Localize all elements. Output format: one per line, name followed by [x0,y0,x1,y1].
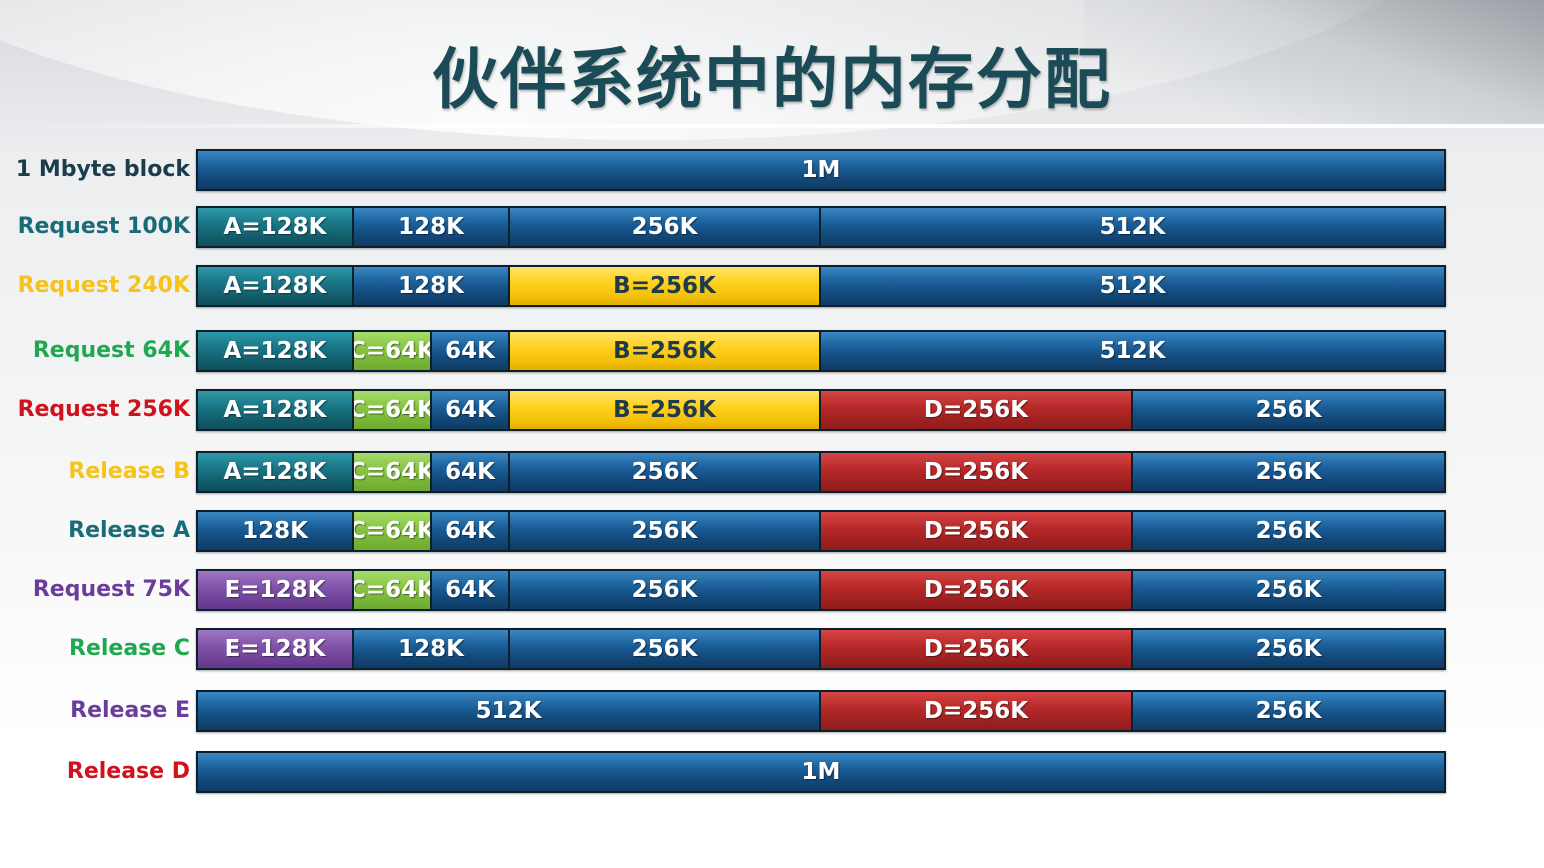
memory-block: 64K [432,512,510,550]
memory-block: D=256K [821,571,1133,609]
memory-block: 256K [1133,630,1444,668]
row-label: Request 256K [17,397,190,422]
memory-bar: A=128K C=64K 64K 256K D=256K 256K [196,451,1446,493]
memory-bar: 1M [196,149,1446,191]
memory-block: 256K [1133,512,1444,550]
memory-block: 512K [821,332,1444,370]
memory-block: A=128K [198,267,354,305]
memory-block: B=256K [510,391,821,429]
row-label: Request 75K [32,577,190,602]
memory-block: 64K [432,332,510,370]
memory-block: 256K [510,512,821,550]
memory-block: 512K [198,692,821,730]
memory-block: 256K [1133,453,1444,491]
memory-bar: 128K C=64K 64K 256K D=256K 256K [196,510,1446,552]
memory-block: 128K [354,208,510,246]
memory-bar: 1M [196,751,1446,793]
memory-block: C=64K [354,332,432,370]
memory-block: 256K [1133,692,1444,730]
memory-block: A=128K [198,332,354,370]
memory-block: E=128K [198,630,354,668]
row-label: Release C [69,636,190,661]
memory-block: C=64K [354,453,432,491]
memory-block: 256K [510,630,821,668]
memory-block: A=128K [198,208,354,246]
row-label: Request 64K [32,338,190,363]
memory-bar: A=128K C=64K 64K B=256K 512K [196,330,1446,372]
memory-block: 64K [432,453,510,491]
row-label: Request 100K [17,214,190,239]
memory-block: B=256K [510,332,821,370]
slide-title: 伙伴系统中的内存分配 [432,41,1112,118]
memory-block: B=256K [510,267,821,305]
memory-block: 256K [1133,391,1444,429]
memory-block: 1M [198,151,1444,189]
memory-block: 64K [432,391,510,429]
memory-block: 128K [198,512,354,550]
memory-bar: E=128K 128K 256K D=256K 256K [196,628,1446,670]
memory-block: 256K [1133,571,1444,609]
memory-bar: A=128K C=64K 64K B=256K D=256K 256K [196,389,1446,431]
memory-bar: 512K D=256K 256K [196,690,1446,732]
memory-block: A=128K [198,391,354,429]
memory-block: D=256K [821,512,1133,550]
row-label: Request 240K [17,273,190,298]
row-label: Release B [68,459,190,484]
memory-block: 512K [821,267,1444,305]
row-label: 1 Mbyte block [15,157,190,182]
memory-bar: A=128K 128K 256K 512K [196,206,1446,248]
row-label: Release E [70,698,190,723]
row-label: Release D [66,759,190,784]
memory-block: 512K [821,208,1444,246]
memory-block: 1M [198,753,1444,791]
row-label: Release A [68,518,190,543]
memory-block: E=128K [198,571,354,609]
memory-block: 128K [354,267,510,305]
memory-block: 256K [510,453,821,491]
memory-bar: E=128K C=64K 64K 256K D=256K 256K [196,569,1446,611]
memory-block: 128K [354,630,510,668]
background-divider-line [0,124,1544,128]
memory-block: 256K [510,208,821,246]
memory-block: D=256K [821,692,1133,730]
memory-block: C=64K [354,391,432,429]
memory-block: D=256K [821,453,1133,491]
memory-block: 256K [510,571,821,609]
memory-block: 64K [432,571,510,609]
memory-bar: A=128K 128K B=256K 512K [196,265,1446,307]
memory-block: A=128K [198,453,354,491]
memory-block: C=64K [354,571,432,609]
memory-block: D=256K [821,630,1133,668]
memory-block: C=64K [354,512,432,550]
memory-block: D=256K [821,391,1133,429]
